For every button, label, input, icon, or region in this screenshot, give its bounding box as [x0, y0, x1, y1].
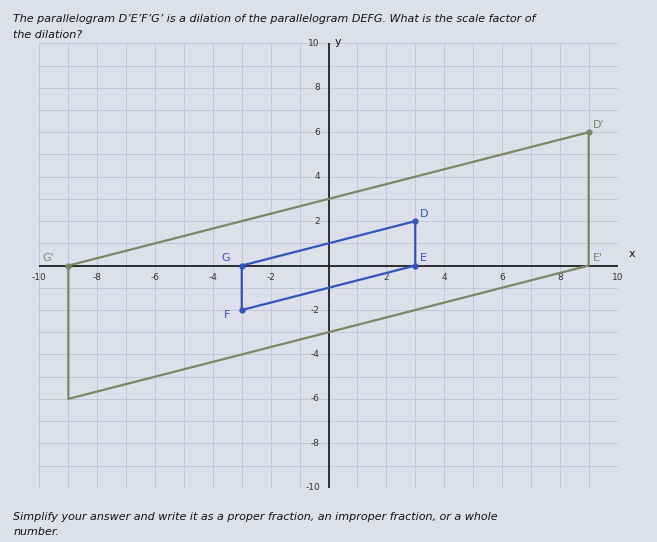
- Text: 2: 2: [384, 273, 389, 282]
- Text: the dilation?: the dilation?: [13, 30, 82, 40]
- Text: 2: 2: [314, 217, 320, 225]
- Text: 10: 10: [612, 273, 623, 282]
- Text: D: D: [420, 209, 428, 219]
- Text: y: y: [334, 37, 341, 47]
- Text: -4: -4: [311, 350, 320, 359]
- Text: -4: -4: [208, 273, 217, 282]
- Text: 8: 8: [557, 273, 562, 282]
- Text: E': E': [593, 253, 603, 263]
- Text: 8: 8: [314, 83, 320, 92]
- Text: -8: -8: [93, 273, 102, 282]
- Text: F: F: [224, 310, 230, 320]
- Text: G: G: [221, 253, 230, 263]
- Text: 6: 6: [499, 273, 505, 282]
- Text: number.: number.: [13, 527, 59, 537]
- Text: Simplify your answer and write it as a proper fraction, an improper fraction, or: Simplify your answer and write it as a p…: [13, 512, 498, 522]
- Text: -10: -10: [305, 483, 320, 492]
- Text: -6: -6: [150, 273, 160, 282]
- Text: 4: 4: [314, 172, 320, 181]
- Text: x: x: [629, 249, 636, 259]
- Text: G': G': [42, 253, 54, 263]
- Text: 6: 6: [314, 128, 320, 137]
- Text: -8: -8: [311, 439, 320, 448]
- Text: D': D': [593, 120, 604, 130]
- Text: 4: 4: [442, 273, 447, 282]
- Text: E: E: [420, 253, 426, 263]
- Text: -10: -10: [32, 273, 47, 282]
- Text: -6: -6: [311, 395, 320, 403]
- Text: -2: -2: [266, 273, 275, 282]
- Text: The parallelogram D’E’F’G’ is a dilation of the parallelogram DEFG. What is the : The parallelogram D’E’F’G’ is a dilation…: [13, 14, 535, 23]
- Text: 10: 10: [308, 39, 320, 48]
- Text: -2: -2: [311, 306, 320, 314]
